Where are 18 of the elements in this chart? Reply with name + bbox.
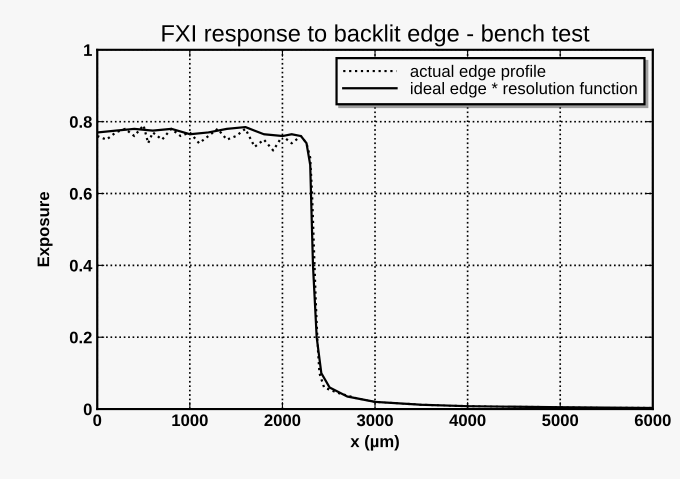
x-tick-label: 5000 (542, 414, 578, 426)
x-tick-label: 3000 (356, 414, 393, 426)
legend-label: actual edge profile (410, 64, 546, 80)
chart-title: FXI response to backlit edge - bench test (162, 24, 590, 46)
x-axis-title: x (µm) (350, 435, 399, 451)
x-tick-label: 2000 (264, 414, 300, 426)
y-tick-label: 0 (84, 403, 92, 416)
x-tick-label: 4000 (449, 414, 486, 426)
x-tick-label: 1000 (172, 414, 208, 426)
legend-label: ideal edge * resolution function (410, 82, 637, 98)
y-tick-label: 0.4 (70, 260, 92, 272)
y-tick-label: 0.6 (70, 188, 92, 200)
y-tick-label: 0.2 (70, 332, 92, 344)
x-tick-label: 6000 (634, 414, 671, 426)
y-tick-label: 1 (84, 44, 92, 56)
y-tick-label: 0.8 (70, 116, 92, 128)
y-axis-title: Exposure (38, 192, 53, 266)
x-tick-label: 0 (93, 414, 102, 426)
